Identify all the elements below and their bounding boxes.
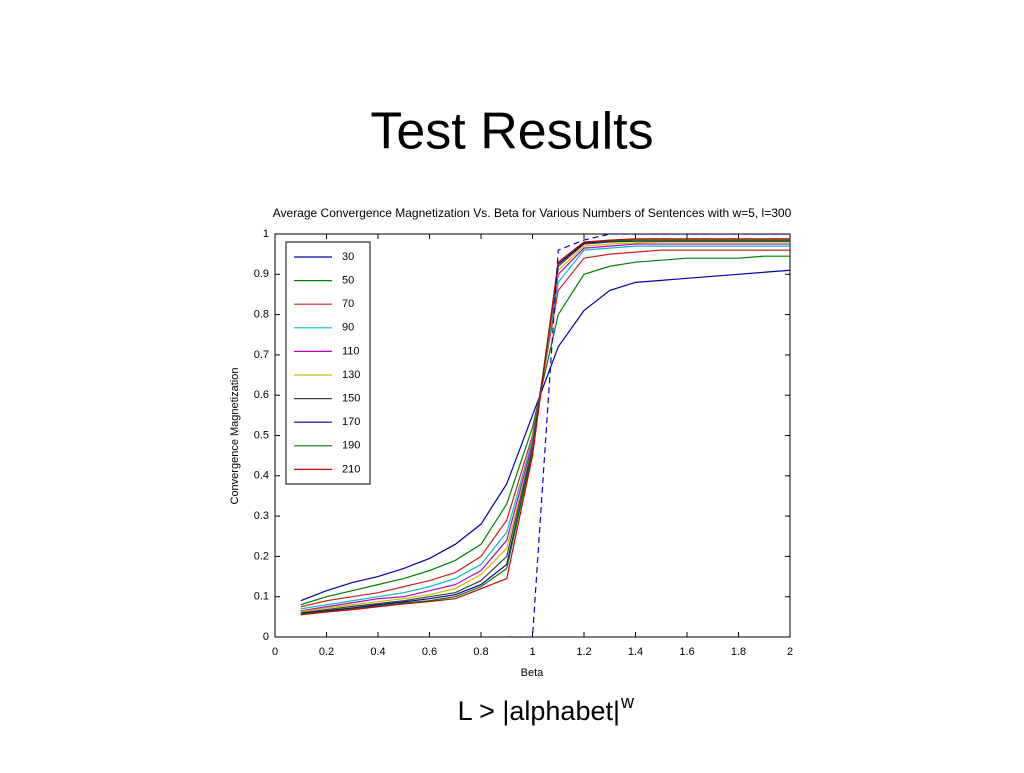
legend-label: 130 xyxy=(342,369,360,381)
y-axis-label: Convergence Magnetization xyxy=(229,368,241,505)
x-tick-label: 0 xyxy=(272,646,278,658)
legend-label: 190 xyxy=(342,440,360,452)
x-tick-label: 1.6 xyxy=(679,646,694,658)
y-tick-label: 0.3 xyxy=(254,510,269,522)
legend-label: 170 xyxy=(342,416,360,428)
caption-superscript: w xyxy=(620,692,635,712)
y-tick-label: 0.1 xyxy=(254,591,269,603)
data-line xyxy=(300,239,790,615)
x-tick-label: 1.2 xyxy=(576,646,591,658)
x-tick-label: 1.8 xyxy=(731,646,746,658)
legend-label: 110 xyxy=(342,345,360,357)
y-tick-label: 0.5 xyxy=(254,429,269,441)
y-tick-label: 0.6 xyxy=(254,389,269,401)
legend-box xyxy=(285,241,371,485)
data-line xyxy=(300,255,790,606)
legend-label: 150 xyxy=(342,393,360,405)
data-line xyxy=(300,240,790,614)
data-line xyxy=(300,241,790,613)
y-tick-label: 0 xyxy=(263,631,269,643)
y-tick-label: 0.4 xyxy=(254,470,269,482)
caption: L > |alphabet| xyxy=(458,696,620,726)
legend-label: 50 xyxy=(342,275,354,287)
y-tick-label: 0.9 xyxy=(254,268,269,280)
legend-label: 210 xyxy=(342,463,360,475)
y-tick-label: 0.8 xyxy=(254,309,269,321)
y-tick-label: 1 xyxy=(263,228,269,240)
data-line xyxy=(300,238,790,616)
x-tick-label: 0.4 xyxy=(370,646,385,658)
x-tick-label: 0.2 xyxy=(319,646,334,658)
data-line xyxy=(300,239,790,615)
x-tick-label: 1.4 xyxy=(628,646,643,658)
y-tick-label: 0.2 xyxy=(254,550,269,562)
x-tick-label: 1 xyxy=(529,646,535,658)
x-axis-label: Beta xyxy=(521,667,545,679)
x-tick-label: 0.6 xyxy=(422,646,437,658)
data-line xyxy=(300,269,790,602)
y-tick-label: 0.7 xyxy=(254,349,269,361)
data-line xyxy=(300,243,790,612)
data-line xyxy=(506,234,790,637)
legend-label: 90 xyxy=(342,322,354,334)
data-line xyxy=(300,249,790,608)
x-tick-label: 0.8 xyxy=(473,646,488,658)
slide-title: Test Results xyxy=(370,103,653,161)
legend-label: 70 xyxy=(342,298,354,310)
x-tick-label: 2 xyxy=(787,646,793,658)
data-line xyxy=(300,245,790,610)
legend-label: 30 xyxy=(342,251,354,263)
chart-title: Average Convergence Magnetization Vs. Be… xyxy=(273,206,792,220)
